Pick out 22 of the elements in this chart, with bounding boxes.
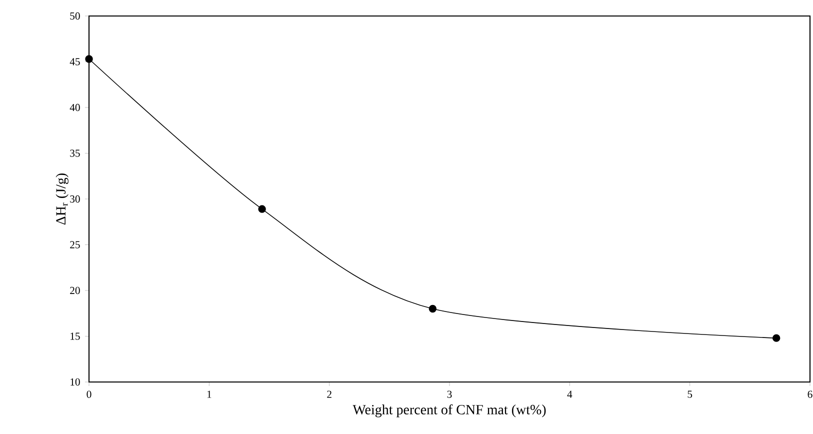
point (772, 334, 780, 342)
x-tick-label: 2 (327, 390, 332, 398)
point (428, 304, 437, 313)
y-tick-label: 10 (70, 378, 80, 386)
y-tick-label: 15 (70, 332, 80, 340)
y-tick-label: 45 (70, 58, 80, 66)
y-tick-label: 40 (70, 104, 80, 112)
y-tick-label: 25 (70, 241, 80, 248)
y-tick-label: 50 (70, 12, 80, 20)
y-axis-title: ΔH$_{r}$ (J/g) (56, 174, 68, 225)
x-tick-label: 5 (688, 390, 692, 398)
x-tick-label: 1 (207, 390, 212, 398)
y-tick-label: 20 (70, 286, 80, 294)
y-tick-label: 30 (70, 195, 80, 203)
point (85, 55, 93, 63)
x-tick-label: 4 (567, 390, 572, 398)
x-tick-label: 6 (808, 390, 812, 398)
y-tick-label: 35 (70, 150, 80, 157)
x-axis-title: Weight percent of CNF mat (wt%) (352, 404, 546, 418)
point (258, 205, 266, 213)
x-tick-label: 3 (447, 390, 452, 398)
x-tick-label: 0 (86, 390, 92, 398)
